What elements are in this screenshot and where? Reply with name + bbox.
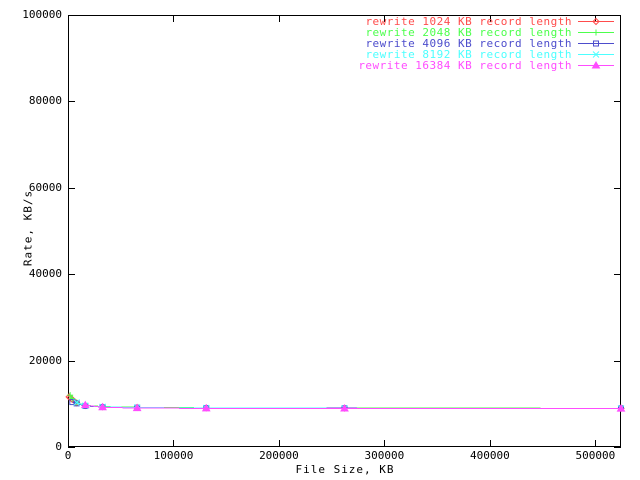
diamond-open-marker xyxy=(592,17,600,26)
legend-sample-line xyxy=(578,40,614,47)
legend-sample-line xyxy=(578,61,614,69)
plus-marker xyxy=(67,392,74,399)
legend: rewrite 1024 KB record length rewrite 204… xyxy=(358,16,614,71)
y-tick-label: 0 xyxy=(55,440,62,453)
triangle-filled-marker xyxy=(340,404,349,412)
x-cross-marker xyxy=(73,399,80,406)
legend-label: rewrite 16384 KB record length xyxy=(358,59,572,72)
x-tick-label: 0 xyxy=(64,449,72,462)
legend-item: rewrite 16384 KB record length xyxy=(358,60,614,71)
y-tick-label: 80000 xyxy=(28,94,62,108)
legend-label: rewrite 4096 KB record length xyxy=(365,37,572,50)
triangle-filled-marker xyxy=(98,402,107,411)
plus-marker xyxy=(593,29,599,36)
series-line xyxy=(76,402,622,409)
y-tick-label: 20000 xyxy=(28,353,62,367)
legend-item: rewrite 8192 KB record length xyxy=(358,49,614,60)
x-tick-label: 400000 xyxy=(470,449,510,462)
square-open-marker xyxy=(69,399,76,406)
triangle-filled-marker xyxy=(132,403,142,412)
x-tick-label: 100000 xyxy=(153,449,194,462)
plus-marker xyxy=(69,395,76,402)
legend-label: rewrite 8192 KB record length xyxy=(365,48,572,61)
legend-sample-line xyxy=(578,29,614,36)
x-axis-label: File Size, KB xyxy=(295,463,395,476)
x-tick-label: 300000 xyxy=(364,449,405,462)
plot-border xyxy=(68,15,621,447)
legend-label: rewrite 1024 KB record length xyxy=(365,15,572,28)
y-tick-label: 60000 xyxy=(28,180,62,194)
legend-sample-line xyxy=(578,51,614,58)
plot-area xyxy=(65,15,626,448)
legend-label: rewrite 2048 KB record length xyxy=(365,26,572,39)
triangle-filled-marker xyxy=(591,61,601,69)
x-tick-label: 500000 xyxy=(575,449,616,462)
triangle-filled-marker xyxy=(201,403,211,412)
legend-sample-line xyxy=(578,17,614,26)
x-tick-label: 200000 xyxy=(259,449,299,462)
square-open-marker xyxy=(593,40,599,47)
legend-item: rewrite 4096 KB record length xyxy=(358,38,614,49)
triangle-filled-marker xyxy=(80,400,90,409)
triangle-filled-marker xyxy=(616,404,626,412)
series-line xyxy=(85,404,622,410)
legend-item: rewrite 2048 KB record length xyxy=(358,27,614,38)
y-tick-label: 100000 xyxy=(22,8,62,21)
x-cross-marker xyxy=(592,51,600,58)
y-axis-label: Rate, KB/s xyxy=(21,189,35,267)
y-tick-label: 40000 xyxy=(28,267,62,281)
legend-item: rewrite 1024 KB record length xyxy=(358,16,614,27)
